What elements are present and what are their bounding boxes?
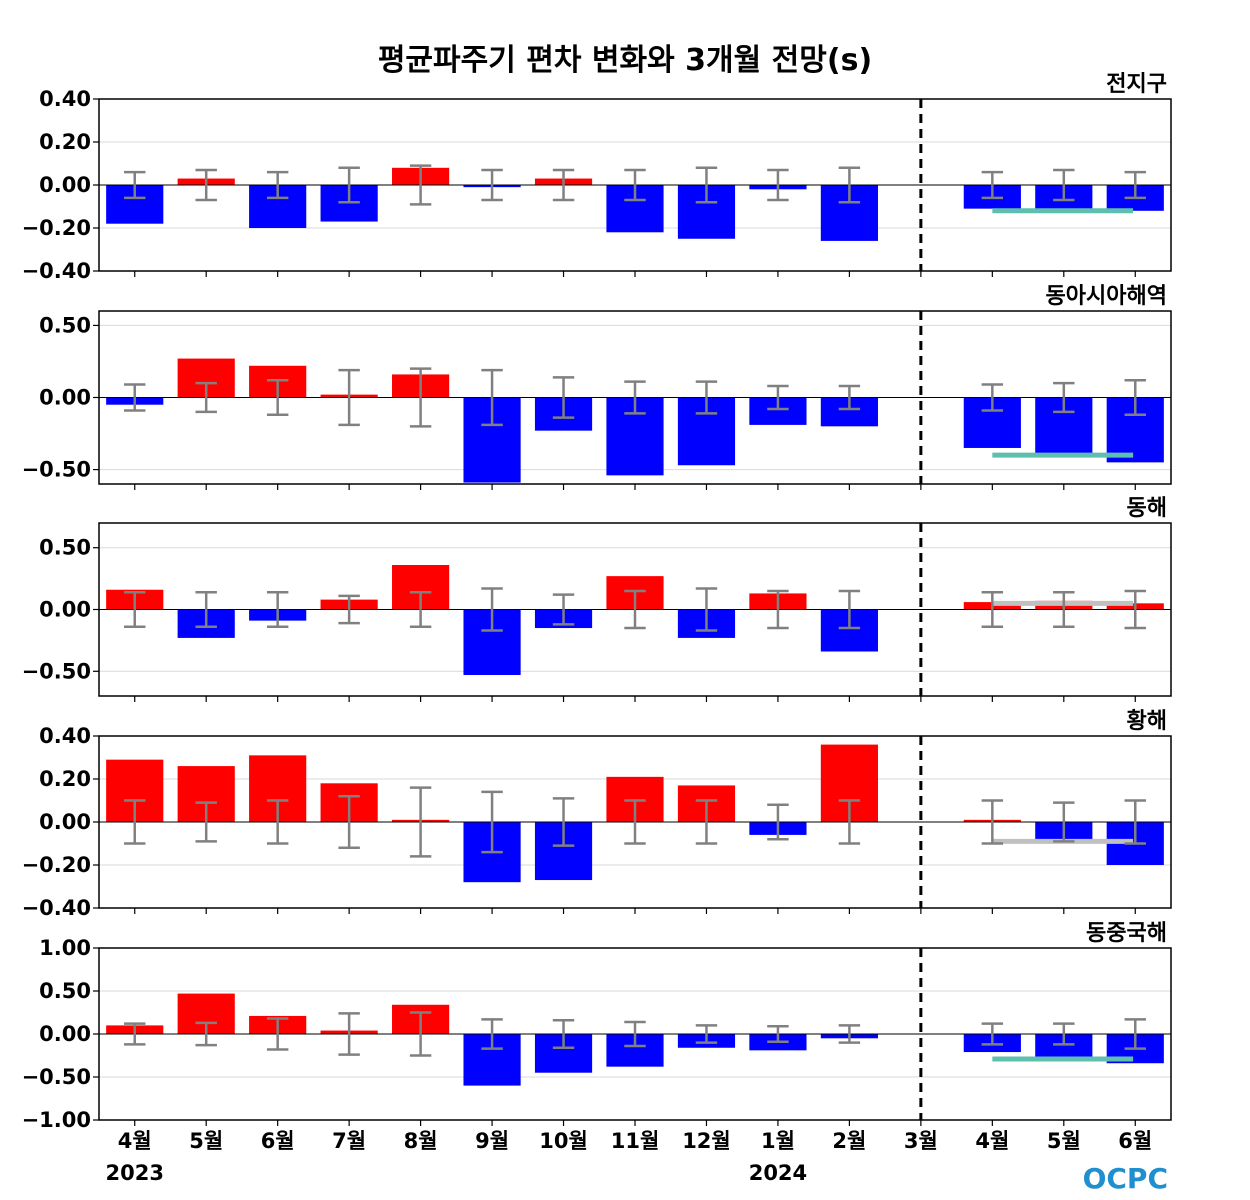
y-tick-label: 0.00: [39, 810, 91, 834]
region-label: 동중국해: [1086, 921, 1167, 946]
y-tick-label: −0.20: [22, 853, 91, 877]
x-tick-label: 4월: [975, 1129, 1009, 1153]
x-tick-label: 3월: [904, 1129, 938, 1153]
x-tick-label: 5월: [189, 1129, 223, 1153]
ocpc-logo: OCPC: [1083, 1162, 1168, 1195]
y-tick-label: 0.50: [39, 313, 91, 337]
y-tick-label: −0.50: [22, 458, 91, 482]
region-label: 동아시아해역: [1046, 284, 1167, 309]
x-tick-label: 5월: [1047, 1129, 1081, 1153]
x-tick-label: 8월: [404, 1129, 438, 1153]
x-tick-label: 6월: [261, 1129, 295, 1153]
y-tick-label: 0.40: [39, 87, 91, 111]
x-tick-label: 1월: [761, 1129, 795, 1153]
panel-0: −0.40 −0.20 0.00 0.20 0.40 전지구: [22, 72, 1172, 283]
x-tick-label: 11월: [611, 1129, 660, 1153]
y-tick-label: 0.20: [39, 130, 91, 154]
chart-panels: −0.40 −0.20 0.00 0.20 0.40 전지구 −0.50 0.00 0.50 동아…: [22, 72, 1172, 1132]
bar: [1035, 1034, 1093, 1058]
x-tick-label: 2월: [832, 1129, 866, 1153]
y-tick-label: −0.40: [22, 259, 91, 283]
region-label: 황해: [1127, 709, 1167, 734]
panel-2: −0.50 0.00 0.50 동해: [22, 496, 1172, 702]
region-label: 동해: [1127, 496, 1167, 521]
y-tick-label: −0.50: [22, 659, 91, 683]
y-tick-label: 0.20: [39, 767, 91, 791]
panel-3: −0.40 −0.20 0.00 0.20 0.40 황해: [22, 709, 1172, 920]
region-label: 전지구: [1106, 72, 1167, 97]
panel-1: −0.50 0.00 0.50 동아시아해역: [22, 284, 1172, 490]
y-tick-label: −0.40: [22, 896, 91, 920]
y-tick-label: −0.50: [22, 1065, 91, 1089]
y-tick-label: 0.00: [39, 386, 91, 410]
x-tick-label: 9월: [475, 1129, 509, 1153]
x-tick-label: 7월: [332, 1129, 366, 1153]
year-label: 2024: [749, 1161, 807, 1185]
x-tick-label: 10월: [539, 1129, 588, 1153]
y-tick-label: −1.00: [22, 1108, 91, 1132]
chart-title: 평균파주기 편차 변화와 3개월 전망(s): [378, 43, 872, 78]
x-tick-label: 6월: [1118, 1129, 1152, 1153]
y-tick-label: 1.00: [39, 936, 91, 960]
y-tick-label: 0.00: [39, 598, 91, 622]
y-tick-label: 0.40: [39, 724, 91, 748]
year-label: 2023: [106, 1161, 164, 1185]
y-tick-label: 0.50: [39, 536, 91, 560]
x-tick-label: 4월: [118, 1129, 152, 1153]
panel-4: −1.00 −0.50 0.00 0.50 1.00 동중국해: [22, 921, 1172, 1132]
x-axis-labels: 4월 5월 6월 7월 8월 9월 10월 11월 12월 1월 2월 3월 4월 5월 6월 2023 202…: [106, 1129, 1153, 1185]
x-tick-label: 12월: [682, 1129, 731, 1153]
y-tick-label: 0.50: [39, 979, 91, 1003]
y-tick-label: 0.00: [39, 1022, 91, 1046]
y-tick-label: −0.20: [22, 216, 91, 240]
y-tick-label: 0.00: [39, 173, 91, 197]
